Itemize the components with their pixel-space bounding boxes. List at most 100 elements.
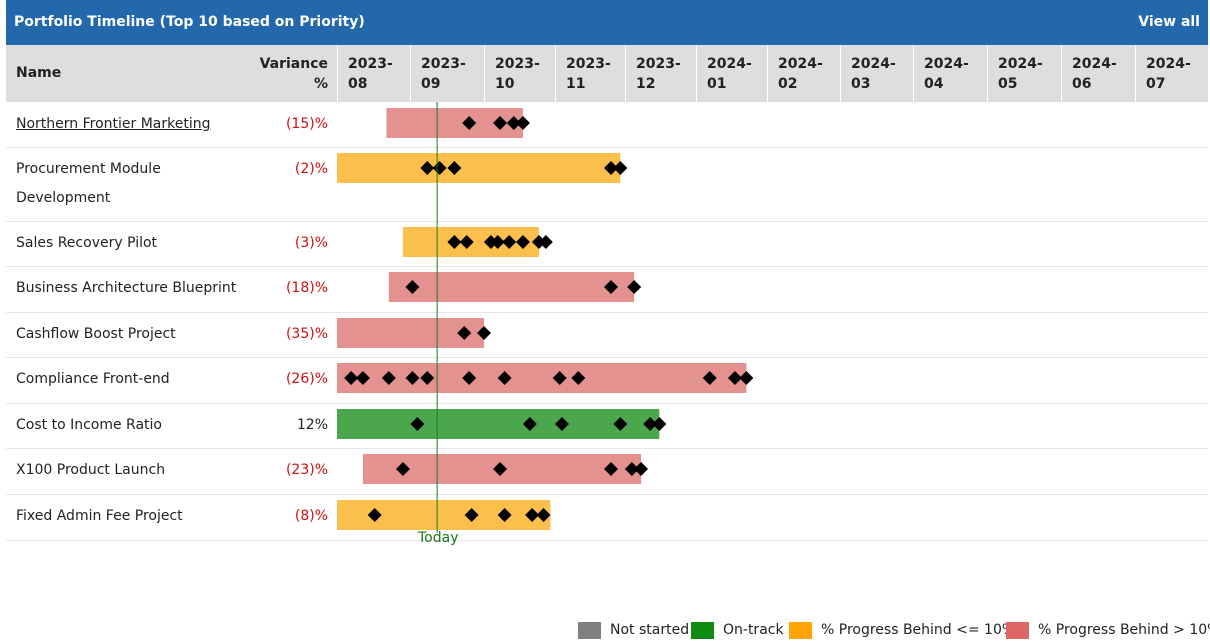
milestone-marker[interactable] <box>462 116 477 130</box>
milestone-marker[interactable] <box>477 326 491 340</box>
milestone-marker[interactable] <box>447 161 462 175</box>
month-number: 03 <box>851 76 871 92</box>
project-name: Cost to Income Ratio <box>16 417 162 433</box>
legend-label: Not started <box>610 622 690 638</box>
milestone-marker[interactable] <box>604 161 618 175</box>
month-label: 2024- 05 <box>998 54 1043 94</box>
month-header: 2024- 06 <box>1061 45 1135 102</box>
milestone-marker[interactable] <box>493 462 508 476</box>
month-label: 2023- 11 <box>566 54 611 94</box>
milestone-marker[interactable] <box>613 161 628 175</box>
month-number: 10 <box>495 76 515 92</box>
project-variance: (15)% <box>285 116 328 132</box>
milestone-marker[interactable] <box>420 161 435 175</box>
project-variance: (8)% <box>294 508 328 524</box>
variance-header-line1: Variance <box>259 56 328 72</box>
milestone-marker[interactable] <box>555 417 569 431</box>
month-header: 2024- 02 <box>767 45 840 102</box>
milestone-marker[interactable] <box>515 116 530 130</box>
project-name[interactable]: Northern Frontier Marketing <box>16 116 211 132</box>
panel-title: Portfolio Timeline (Top 10 based on Prio… <box>14 14 365 30</box>
milestone-marker[interactable] <box>410 417 425 431</box>
project-bar[interactable] <box>337 153 621 183</box>
project-bar[interactable] <box>388 272 635 302</box>
milestone-marker[interactable] <box>613 417 628 431</box>
project-variance: (2)% <box>294 161 328 177</box>
variance-column-header: Variance % <box>248 54 328 94</box>
milestone-marker[interactable] <box>344 371 359 385</box>
milestone-marker[interactable] <box>447 235 462 249</box>
milestone-marker[interactable] <box>493 116 508 130</box>
project-name: Business Architecture Blueprint <box>16 280 237 296</box>
milestone-marker[interactable] <box>739 371 754 385</box>
milestone-marker[interactable] <box>464 508 479 522</box>
row-divider <box>6 357 1208 358</box>
month-header: 2023- 09 <box>410 45 484 102</box>
milestone-marker[interactable] <box>506 116 521 130</box>
milestone-marker[interactable] <box>432 161 447 175</box>
milestone-marker[interactable] <box>652 417 667 431</box>
legend-label: % Progress Behind > 10% <box>1038 622 1210 638</box>
month-number: 02 <box>778 76 798 92</box>
milestone-marker[interactable] <box>395 462 410 476</box>
project-variance: (23)% <box>285 462 328 478</box>
month-year: 2023- <box>636 56 681 72</box>
legend-swatch <box>578 622 601 639</box>
project-variance: (26)% <box>285 371 328 387</box>
milestone-marker[interactable] <box>405 371 420 385</box>
view-all-link[interactable]: View all <box>1138 14 1200 30</box>
row-divider <box>6 312 1208 313</box>
row-divider <box>6 221 1208 222</box>
milestone-marker[interactable] <box>457 326 472 340</box>
milestone-marker[interactable] <box>405 280 420 294</box>
month-year: 2024- <box>851 56 896 72</box>
milestone-marker[interactable] <box>420 371 435 385</box>
milestone-marker[interactable] <box>367 508 382 522</box>
today-label: Today <box>418 530 459 546</box>
milestone-marker[interactable] <box>490 235 505 249</box>
month-label: 2023- 12 <box>636 54 681 94</box>
month-header: 2023- 10 <box>484 45 555 102</box>
month-number: 05 <box>998 76 1018 92</box>
month-label: 2023- 08 <box>348 54 393 94</box>
milestone-marker[interactable] <box>522 417 537 431</box>
project-bar[interactable] <box>337 363 747 393</box>
month-label: 2024- 07 <box>1146 54 1191 94</box>
milestone-marker[interactable] <box>624 462 639 476</box>
month-number: 08 <box>348 76 368 92</box>
project-variance: (3)% <box>294 235 328 251</box>
milestone-marker[interactable] <box>525 508 540 522</box>
milestone-marker[interactable] <box>381 371 396 385</box>
row-divider <box>6 403 1208 404</box>
milestone-marker[interactable] <box>571 371 586 385</box>
milestone-marker[interactable] <box>702 371 717 385</box>
milestone-marker[interactable] <box>604 462 618 476</box>
month-number: 12 <box>636 76 656 92</box>
month-header: 2024- 05 <box>987 45 1061 102</box>
milestone-marker[interactable] <box>355 371 370 385</box>
row-divider <box>6 494 1208 495</box>
month-year: 2024- <box>1146 56 1191 72</box>
panel-header: Portfolio Timeline (Top 10 based on Prio… <box>6 0 1208 45</box>
milestone-marker[interactable] <box>538 235 553 249</box>
milestone-marker[interactable] <box>497 371 512 385</box>
milestone-marker[interactable] <box>459 235 474 249</box>
project-bar[interactable] <box>337 409 660 439</box>
milestone-marker[interactable] <box>643 417 658 431</box>
milestone-marker[interactable] <box>502 235 517 249</box>
legend-swatch <box>1006 622 1029 639</box>
milestone-marker[interactable] <box>634 462 649 476</box>
milestone-marker[interactable] <box>604 280 618 294</box>
milestone-marker[interactable] <box>552 371 567 385</box>
row-divider <box>6 540 1208 541</box>
milestone-marker[interactable] <box>462 371 477 385</box>
month-label: 2024- 03 <box>851 54 896 94</box>
milestone-marker[interactable] <box>515 235 530 249</box>
milestone-marker[interactable] <box>536 508 551 522</box>
milestone-marker[interactable] <box>497 508 512 522</box>
milestone-marker[interactable] <box>627 280 642 294</box>
project-name: Sales Recovery Pilot <box>16 235 158 251</box>
month-number: 06 <box>1072 76 1092 92</box>
milestone-marker[interactable] <box>727 371 742 385</box>
column-header-bar: Name Variance % <box>6 45 1208 102</box>
